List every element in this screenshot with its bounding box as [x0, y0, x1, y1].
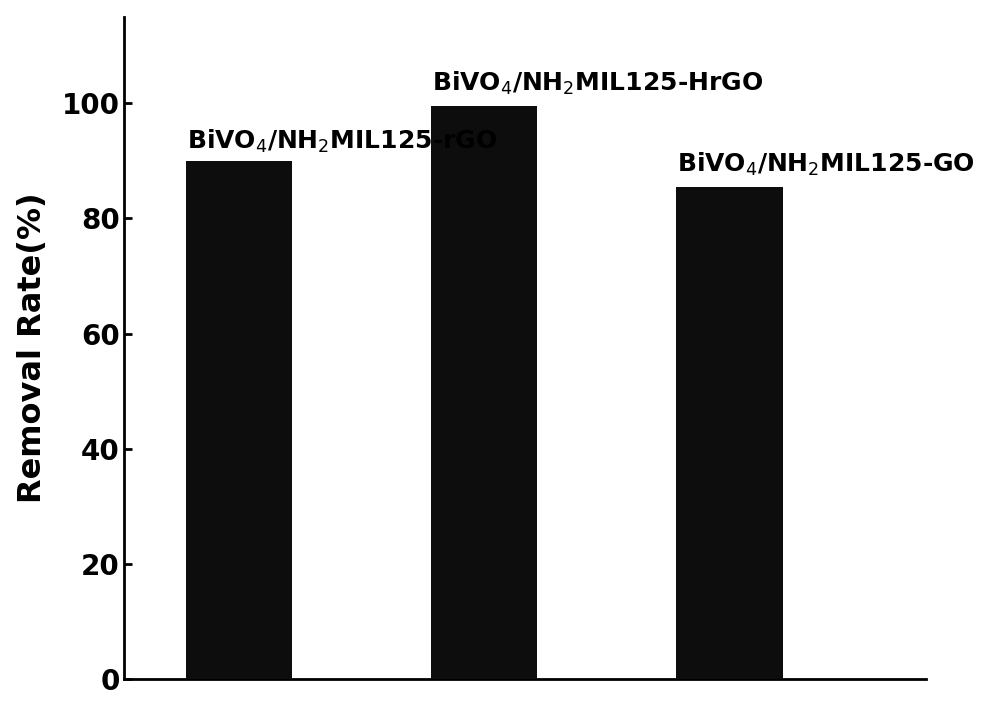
Bar — [186, 160, 292, 679]
Bar — [431, 106, 537, 679]
Text: BiVO$_{4}$/NH$_{2}$MIL125-GO: BiVO$_{4}$/NH$_{2}$MIL125-GO — [677, 151, 975, 178]
Text: BiVO$_{4}$/NH$_{2}$MIL125-HrGO: BiVO$_{4}$/NH$_{2}$MIL125-HrGO — [432, 70, 763, 98]
Bar — [676, 187, 783, 679]
Y-axis label: Removal Rate(%): Removal Rate(%) — [17, 193, 48, 503]
Text: BiVO$_{4}$/NH$_{2}$MIL125-rGO: BiVO$_{4}$/NH$_{2}$MIL125-rGO — [187, 128, 497, 155]
